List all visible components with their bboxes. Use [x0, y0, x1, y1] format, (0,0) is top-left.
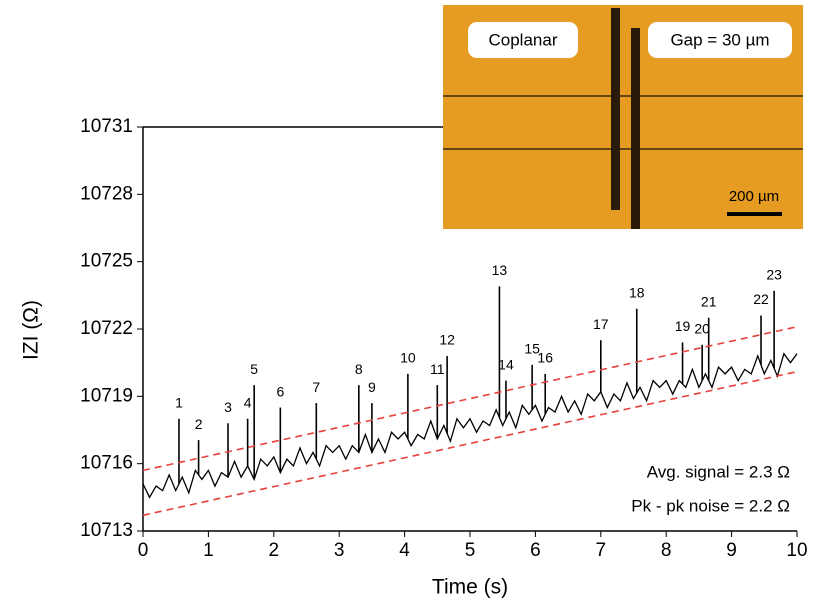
inset: Coplanar Gap = 30 µm 200 µm — [443, 5, 803, 229]
x-tick-label: 6 — [530, 540, 541, 561]
peak-label: 9 — [368, 379, 376, 395]
y-tick-label: 10719 — [80, 385, 133, 406]
electrode — [631, 28, 640, 229]
x-tick-label: 8 — [661, 540, 672, 561]
y-tick-label: 10731 — [80, 116, 133, 137]
peak-label: 11 — [430, 361, 445, 377]
scale-bar-label: 200 µm — [729, 188, 779, 205]
y-tick-label: 10728 — [80, 183, 133, 204]
peak-label: 22 — [753, 291, 769, 307]
peak-label: 17 — [593, 316, 609, 332]
electrode — [611, 8, 620, 210]
peak-label: 12 — [439, 332, 455, 348]
y-tick-label: 10725 — [80, 251, 133, 272]
label-box — [468, 22, 578, 58]
signal-line — [142, 352, 798, 499]
label-box — [648, 22, 792, 58]
bound-line — [142, 325, 798, 472]
peak-label: 1 — [175, 394, 183, 410]
annotation: Avg. signal = 2.3 Ω — [647, 462, 790, 481]
y-axis-label: IZI (Ω) — [20, 300, 43, 360]
peak-label: 23 — [766, 267, 782, 283]
x-tick-label: 1 — [203, 540, 214, 561]
peak-label: 5 — [250, 361, 258, 377]
x-axis-label: Time (s) — [432, 576, 508, 599]
y-tick-label: 10722 — [80, 318, 133, 339]
y-tick-label: 10716 — [80, 453, 133, 474]
y-tick-label: 10713 — [80, 520, 133, 541]
peak-label: 14 — [498, 356, 514, 372]
x-tick-label: 7 — [596, 540, 607, 561]
x-tick-label: 3 — [334, 540, 345, 561]
peak-label: 3 — [224, 399, 232, 415]
peak-label: 13 — [492, 262, 508, 278]
x-tick-label: 4 — [399, 540, 410, 561]
x-tick-label: 2 — [269, 540, 280, 561]
peak-label: 19 — [675, 318, 691, 334]
x-tick-label: 5 — [465, 540, 476, 561]
peak-label: 18 — [629, 285, 645, 301]
peak-label: 8 — [355, 361, 363, 377]
peak-label: 16 — [537, 350, 553, 366]
peak-label: 15 — [524, 341, 540, 357]
peak-label: 6 — [276, 383, 284, 399]
annotation: Pk - pk noise = 2.2 Ω — [631, 496, 790, 515]
inset-label: Coplanar — [489, 30, 558, 49]
inset-label: Gap = 30 µm — [670, 30, 769, 49]
peak-label: 7 — [312, 379, 320, 395]
x-tick-label: 0 — [138, 540, 149, 561]
peak-label: 2 — [195, 416, 203, 432]
peak-label: 21 — [701, 293, 717, 309]
peak-label: 4 — [244, 394, 252, 410]
peak-label: 20 — [694, 320, 710, 336]
x-tick-label: 10 — [786, 540, 807, 561]
bound-line — [142, 370, 798, 517]
x-tick-label: 9 — [726, 540, 737, 561]
peak-label: 10 — [400, 350, 416, 366]
